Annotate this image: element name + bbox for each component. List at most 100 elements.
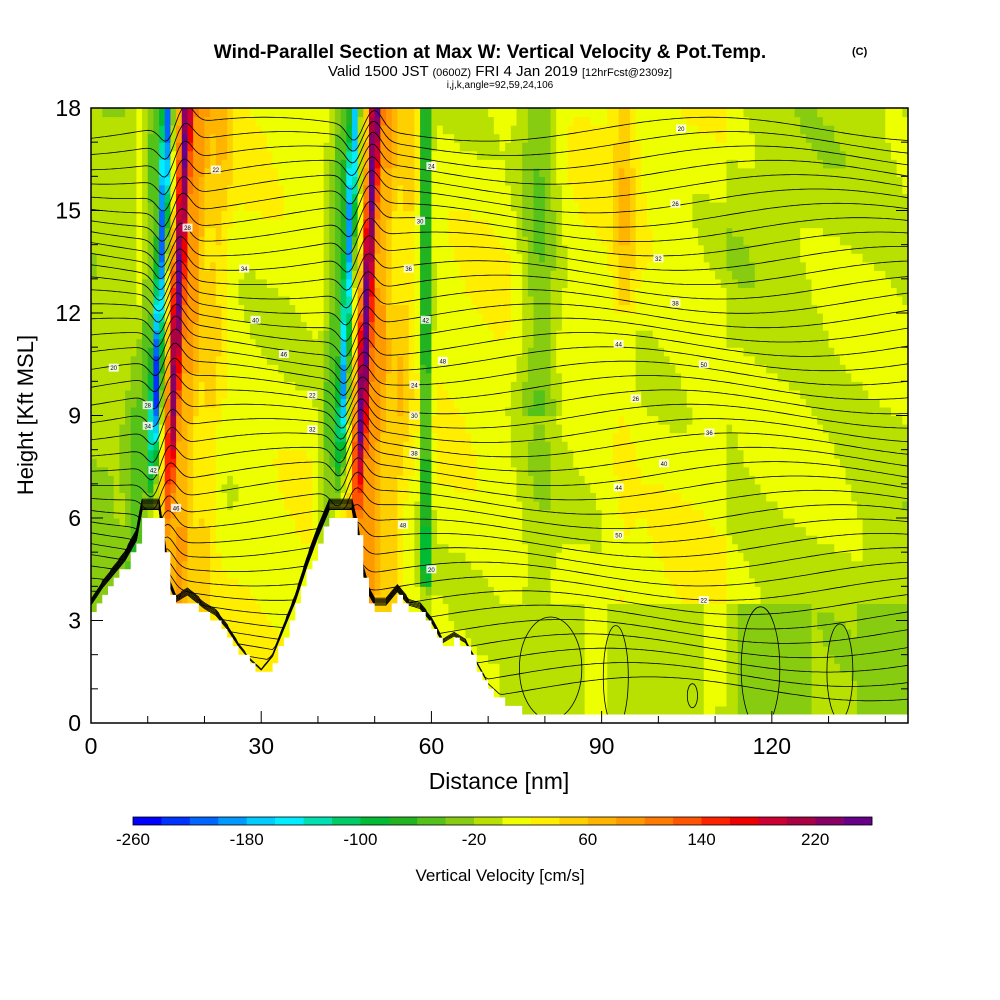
heatmap-cell bbox=[459, 518, 467, 528]
heatmap-cell bbox=[380, 142, 387, 152]
heatmap-cell bbox=[317, 372, 325, 382]
heatmap-cell bbox=[102, 210, 109, 220]
heatmap-cell bbox=[96, 543, 103, 553]
heatmap-cell bbox=[249, 637, 257, 647]
heatmap-cell bbox=[176, 295, 183, 306]
heatmap-cell bbox=[130, 406, 137, 417]
heatmap-cell bbox=[238, 398, 245, 408]
heatmap-cell bbox=[227, 150, 234, 160]
heatmap-cell bbox=[232, 543, 240, 553]
heatmap-cell bbox=[448, 620, 455, 630]
heatmap-cell bbox=[227, 441, 234, 451]
heatmap-cell bbox=[317, 304, 325, 314]
heatmap-cell bbox=[300, 108, 308, 118]
heatmap-cell bbox=[414, 398, 421, 408]
heatmap-cell bbox=[431, 313, 438, 323]
heatmap-cell bbox=[272, 321, 279, 331]
heatmap-cell bbox=[278, 500, 285, 511]
heatmap-cell bbox=[261, 646, 268, 656]
heatmap-cell bbox=[386, 381, 393, 391]
heatmap-cell bbox=[142, 509, 149, 519]
heatmap-cell bbox=[238, 176, 245, 186]
heatmap-cell bbox=[363, 338, 370, 348]
heatmap-cell bbox=[91, 125, 98, 135]
heatmap-cell bbox=[329, 372, 336, 382]
heatmap-cell bbox=[329, 159, 336, 169]
heatmap-cell bbox=[374, 347, 381, 357]
heatmap-cell bbox=[232, 210, 240, 220]
heatmap-cell bbox=[408, 569, 415, 579]
heatmap-cell bbox=[255, 287, 262, 297]
heatmap-cell bbox=[346, 150, 353, 160]
heatmap-cell bbox=[454, 295, 461, 306]
heatmap-cell bbox=[346, 184, 353, 195]
heatmap-cell bbox=[363, 347, 370, 357]
heatmap-cell bbox=[357, 261, 364, 271]
heatmap-cell bbox=[476, 449, 484, 459]
heatmap-cell bbox=[283, 108, 291, 118]
heatmap-cell bbox=[125, 518, 132, 528]
heatmap-cell bbox=[454, 569, 461, 579]
heatmap-cell bbox=[108, 560, 115, 570]
heatmap-cell bbox=[159, 261, 166, 271]
heatmap-cell bbox=[238, 295, 245, 306]
heatmap-cell bbox=[142, 193, 149, 203]
heatmap-cell bbox=[442, 372, 450, 382]
heatmap-cell bbox=[278, 415, 285, 425]
heatmap-cell bbox=[204, 381, 211, 391]
heatmap-cell bbox=[431, 466, 438, 476]
heatmap-cell bbox=[215, 261, 223, 271]
heatmap-cell bbox=[198, 389, 206, 400]
heatmap-cell bbox=[386, 347, 393, 357]
heatmap-cell bbox=[403, 424, 410, 434]
heatmap-cell bbox=[187, 253, 194, 263]
heatmap-cell bbox=[91, 483, 98, 493]
heatmap-cell bbox=[346, 108, 353, 118]
heatmap-cell bbox=[198, 449, 206, 459]
heatmap-cell bbox=[125, 244, 132, 254]
heatmap-cell bbox=[448, 415, 455, 425]
heatmap-cell bbox=[113, 458, 120, 468]
heatmap-cell bbox=[386, 398, 393, 408]
heatmap-cell bbox=[295, 159, 302, 169]
heatmap-cell bbox=[471, 389, 478, 400]
heatmap-cell bbox=[403, 176, 410, 186]
heatmap-cell bbox=[261, 184, 268, 195]
heatmap-cell bbox=[232, 500, 240, 511]
heatmap-cell bbox=[391, 201, 398, 212]
heatmap-cell bbox=[380, 372, 387, 382]
heatmap-cell bbox=[323, 278, 330, 288]
heatmap-cell bbox=[465, 458, 472, 468]
heatmap-cell bbox=[249, 449, 257, 459]
heatmap-cell bbox=[261, 620, 268, 630]
heatmap-cell bbox=[391, 321, 398, 331]
heatmap-cell bbox=[283, 526, 291, 536]
heatmap-cell bbox=[346, 270, 353, 280]
heatmap-cell bbox=[227, 347, 234, 357]
heatmap-cell bbox=[431, 509, 438, 519]
heatmap-cell bbox=[238, 492, 245, 502]
heatmap-cell bbox=[374, 500, 381, 511]
heatmap-cell bbox=[425, 586, 433, 596]
heatmap-cell bbox=[334, 116, 342, 126]
heatmap-cell bbox=[272, 133, 279, 143]
heatmap-cell bbox=[272, 449, 279, 459]
heatmap-cell bbox=[142, 372, 149, 382]
heatmap-cell bbox=[227, 458, 234, 468]
heatmap-cell bbox=[437, 466, 444, 476]
heatmap-cell bbox=[317, 364, 325, 374]
heatmap-cell bbox=[329, 415, 336, 425]
heatmap-cell bbox=[374, 526, 381, 536]
heatmap-cell bbox=[369, 372, 376, 382]
heatmap-cell bbox=[300, 338, 308, 348]
heatmap-cell bbox=[108, 278, 115, 288]
heatmap-cell bbox=[159, 321, 166, 331]
heatmap-cell bbox=[437, 176, 444, 186]
heatmap-cell bbox=[437, 330, 444, 340]
heatmap-cell bbox=[386, 253, 393, 263]
heatmap-cell bbox=[437, 236, 444, 246]
heatmap-cell bbox=[346, 381, 353, 391]
heatmap-cell bbox=[317, 330, 325, 340]
heatmap-cell bbox=[272, 355, 279, 365]
heatmap-cell bbox=[300, 184, 308, 195]
